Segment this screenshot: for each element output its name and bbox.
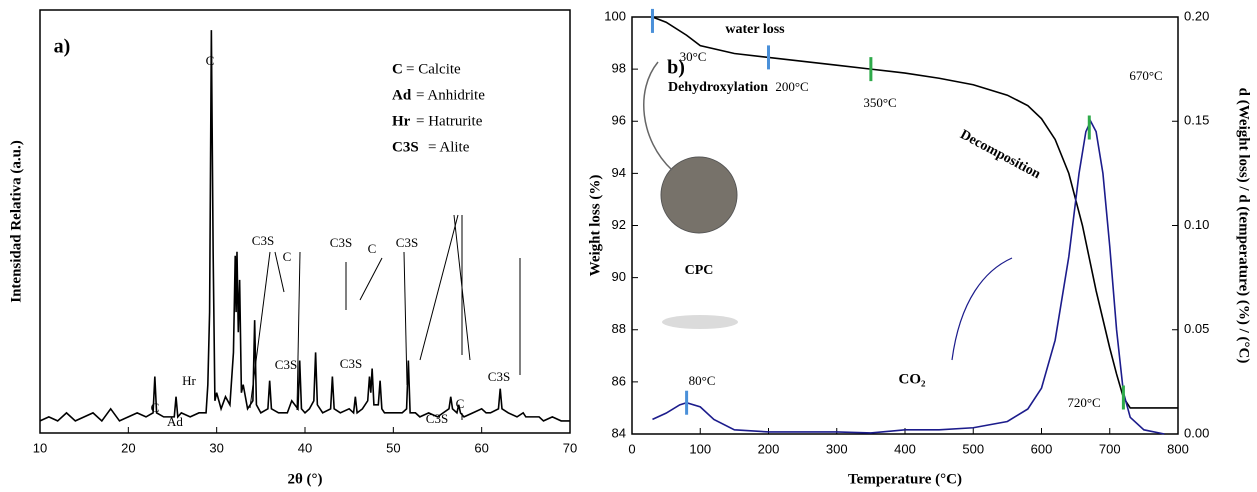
y2-tick-label: 0.20: [1184, 8, 1209, 23]
annotation: 350°C: [863, 95, 896, 110]
co2-arrow: [951, 257, 1013, 361]
x-axis-label: 2θ (°): [287, 471, 322, 487]
y-tick-label: 98: [612, 61, 626, 76]
legend-key: C: [392, 61, 403, 77]
annotation: C3S: [330, 235, 352, 250]
x-tick-label: 20: [121, 440, 135, 455]
annotation: C3S: [396, 235, 418, 250]
annotation: CPC: [685, 263, 714, 278]
x-tick-label: 40: [298, 440, 312, 455]
annotation: Hr: [182, 373, 196, 388]
x-tick-label: 400: [894, 441, 916, 456]
y-axis-label: Weight loss (%): [587, 175, 603, 277]
annotation: b): [667, 57, 685, 79]
annotation-arrow: [249, 251, 271, 409]
annotation: C: [456, 396, 465, 411]
sample-shadow: [662, 315, 738, 329]
y2-tick-label: 0.00: [1184, 425, 1209, 440]
cpc-sample: [660, 156, 738, 234]
annotation: Decomposition: [957, 127, 1043, 182]
annotation: 720°C: [1067, 395, 1100, 410]
annotation: C3S: [252, 233, 274, 248]
y-tick-label: 92: [612, 217, 626, 232]
annotation-arrow: [296, 251, 301, 411]
x-tick-label: 300: [826, 441, 848, 456]
y-axis-label: Intensidad Relativa (a.u.): [8, 140, 24, 303]
annotation: Ad: [167, 414, 183, 429]
y2-axis-label: d (Weight loss) / d (temperature) (%) / …: [1236, 88, 1252, 364]
x-tick-label: 30: [209, 440, 223, 455]
annotation-arrow: [453, 214, 471, 361]
y-tick-label: 94: [612, 165, 626, 180]
annotation: C3S: [488, 369, 510, 384]
legend-text: = Calcite: [406, 61, 461, 77]
annotation: 670°C: [1129, 68, 1162, 83]
y-tick-label: 88: [612, 321, 626, 336]
legend-key: Hr: [392, 113, 411, 129]
y-tick-label: 84: [612, 425, 626, 440]
x-tick-label: 700: [1099, 441, 1121, 456]
annotation: C: [283, 249, 292, 264]
annotation: 30°C: [680, 49, 707, 64]
annotation: C3S: [275, 357, 297, 372]
annotation: C3S: [426, 411, 448, 426]
x-tick-label: 70: [563, 440, 577, 455]
x-tick-label: 200: [758, 441, 780, 456]
x-axis-label: Temperature (°C): [848, 471, 962, 487]
y-tick-label: 86: [612, 373, 626, 388]
x-tick-label: 100: [689, 441, 711, 456]
x-tick-label: 800: [1167, 441, 1189, 456]
annotation: a): [54, 36, 71, 58]
legend-text: = Hatrurite: [416, 113, 483, 129]
data-line: [39, 30, 570, 423]
annotation-arrow: [359, 257, 383, 301]
y2-tick-label: 0.15: [1184, 113, 1209, 128]
legend-text: = Anhidrite: [416, 87, 485, 103]
sample-arrow: [643, 61, 673, 171]
annotation: 200°C: [775, 79, 808, 94]
x-tick-label: 50: [386, 440, 400, 455]
x-tick-label: 60: [474, 440, 488, 455]
x-tick-label: 500: [962, 441, 984, 456]
annotation: CO₂: [899, 371, 927, 387]
annotation: water loss: [725, 22, 785, 37]
y2-tick-label: 0.10: [1184, 217, 1209, 232]
x-tick-label: 0: [628, 441, 635, 456]
annotation-arrow: [274, 251, 285, 293]
y-tick-label: 100: [604, 8, 626, 23]
annotation: C3S: [340, 356, 362, 371]
annotation: C: [151, 400, 160, 415]
legend-text: = Alite: [428, 139, 470, 155]
annotation-arrow: [419, 214, 459, 361]
data-line: [652, 119, 1165, 435]
annotation: C: [206, 53, 215, 68]
legend-key: Ad: [392, 87, 412, 103]
y2-tick-label: 0.05: [1184, 321, 1209, 336]
annotation: 80°C: [689, 373, 716, 388]
x-tick-label: 600: [1031, 441, 1053, 456]
data-line: [652, 16, 1178, 409]
annotation: C: [368, 241, 377, 256]
x-tick-label: 10: [33, 440, 47, 455]
legend-key: C3S: [392, 139, 419, 155]
y-tick-label: 90: [612, 269, 626, 284]
y-tick-label: 96: [612, 113, 626, 128]
annotation-arrow: [403, 251, 408, 386]
annotation: Dehydroxylation: [668, 80, 768, 95]
